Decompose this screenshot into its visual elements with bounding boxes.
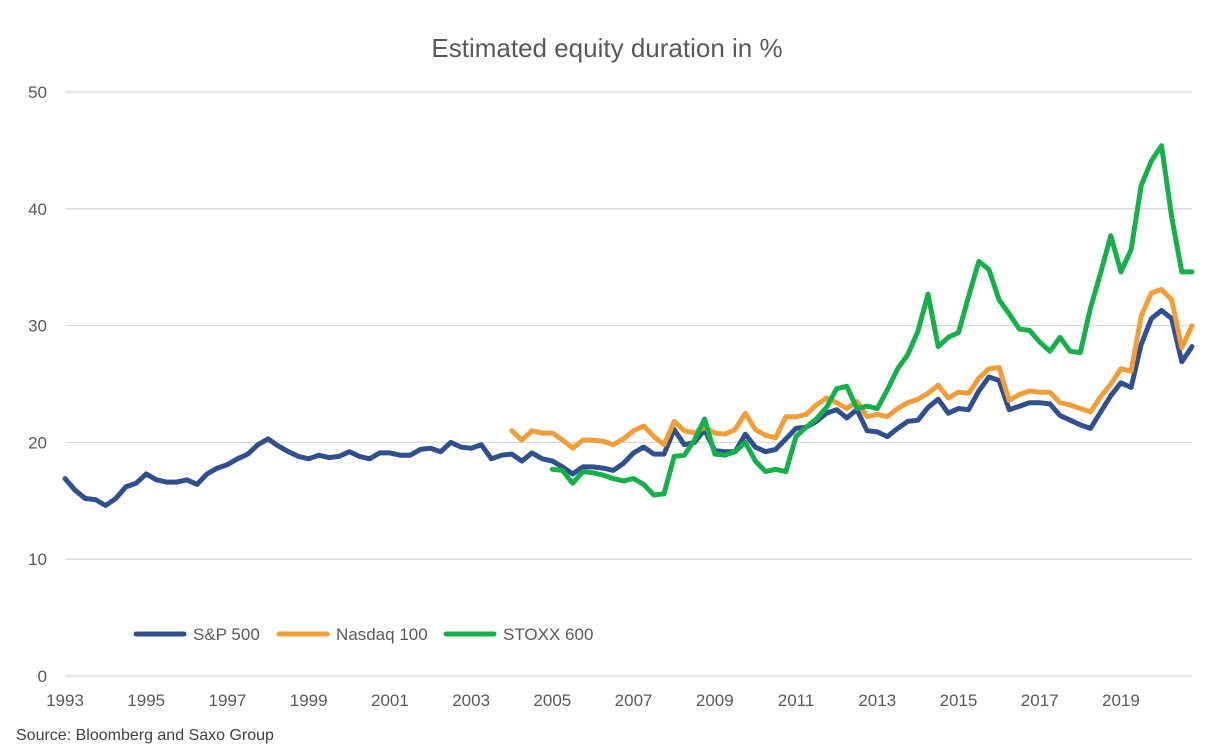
x-tick-label: 2015 [940,691,978,710]
x-tick-label: 2003 [452,691,490,710]
y-axis-tick-labels: 0 10 20 30 40 50 [28,83,47,686]
x-tick-label: 2011 [778,691,815,710]
x-tick-label: 2001 [371,691,409,710]
legend-label: STOXX 600 [503,625,593,644]
x-tick-label: 2013 [858,691,896,710]
y-tick-label: 30 [28,317,47,336]
x-tick-label: 2009 [696,691,734,710]
series-lines [62,143,1195,508]
y-tick-label: 20 [28,433,47,452]
legend-label: Nasdaq 100 [336,625,428,644]
source-note: Source: Bloomberg and Saxo Group [16,727,274,744]
legend-label: S&P 500 [193,625,260,644]
y-tick-label: 40 [28,200,47,219]
series-line-stoxx-600 [549,143,1195,498]
y-tick-label: 0 [38,667,47,686]
x-tick-label: 1993 [46,691,84,710]
x-tick-label: 1999 [290,691,328,710]
chart-title: Estimated equity duration in % [431,33,782,63]
x-tick-label: 2007 [615,691,653,710]
y-tick-label: 10 [28,550,47,569]
gridlines [65,91,1192,677]
x-tick-label: 2019 [1102,691,1140,710]
series-line-s-p-500 [62,307,1195,508]
x-tick-label: 2005 [533,691,571,710]
x-tick-label: 2017 [1021,691,1059,710]
series-line-nasdaq-100 [509,286,1195,451]
y-tick-label: 50 [28,83,47,102]
x-axis-tick-labels: 1993 1995 1997 1999 2001 2003 2005 2007 2009 2011… [46,691,1140,710]
legend: S&P 500 Nasdaq 100 STOXX 600 [133,625,593,644]
x-tick-label: 1995 [127,691,165,710]
x-tick-label: 1997 [209,691,247,710]
